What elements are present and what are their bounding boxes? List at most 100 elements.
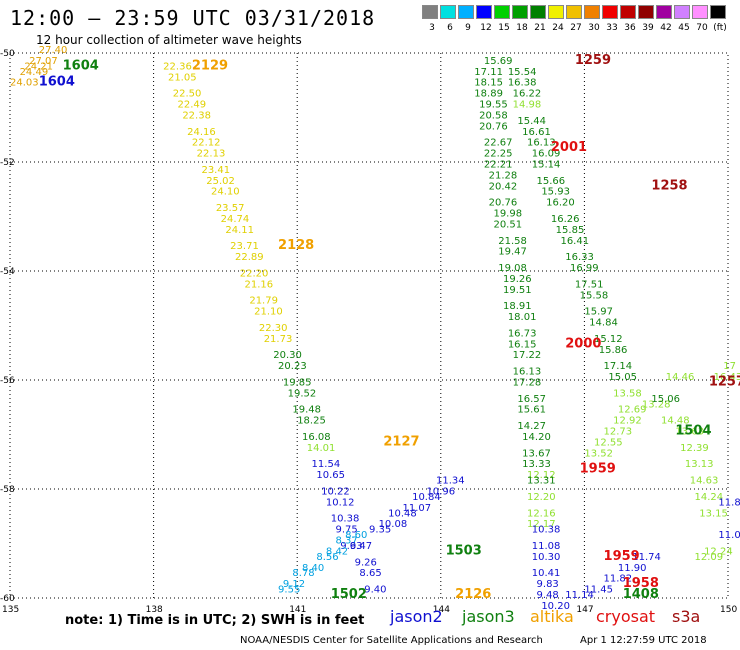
wave-height-reading: 16.33: [565, 252, 594, 263]
wave-height-reading: 21.28: [489, 170, 518, 181]
wave-height-reading: 15.58: [580, 290, 609, 301]
pass-time-label: 1958: [623, 576, 659, 591]
wave-height-reading: 12.92: [613, 416, 642, 427]
y-tick-label: -54: [0, 267, 15, 277]
x-tick-label: 138: [146, 605, 163, 615]
wave-height-reading: 19.51: [503, 285, 532, 296]
wave-height-reading: 19.85: [283, 377, 312, 388]
legend-swatch: [422, 5, 438, 19]
wave-height-reading: 18.89: [474, 89, 503, 100]
x-tick-label: 135: [2, 605, 19, 615]
wave-height-reading: 24.21: [24, 61, 53, 72]
wave-height-reading: 16.43: [714, 372, 740, 383]
legend-label: 15: [498, 23, 510, 33]
wave-height-reading: 22.13: [197, 149, 226, 160]
wave-height-reading: 20.23: [278, 361, 307, 372]
wave-height-reading: 9.63: [340, 541, 362, 552]
wave-height-reading: 14.20: [522, 432, 551, 443]
wave-height-reading: 19.52: [288, 388, 317, 399]
wave-height-reading: 12.12: [527, 470, 556, 481]
wave-height-reading: 13.15: [699, 508, 728, 519]
wave-height-reading: 22.21: [484, 159, 513, 170]
legend-label: 42: [660, 23, 672, 33]
wave-height-reading: 9.55: [278, 585, 300, 596]
wave-height-reading: 14.46: [666, 372, 695, 383]
wave-height-reading: 12.73: [604, 427, 633, 438]
wave-height-reading: 22.67: [484, 138, 513, 149]
wave-height-reading: 15.12: [594, 334, 623, 345]
wave-height-reading: 21.16: [245, 279, 274, 290]
wave-height-reading: 9.12: [283, 579, 305, 590]
wave-height-reading: 12.20: [527, 492, 556, 503]
wave-height-reading: 17.51: [575, 279, 604, 290]
wave-height-reading: 14.48: [661, 416, 690, 427]
legend-label: 30: [588, 23, 600, 33]
wave-height-reading: 27.40: [39, 45, 68, 56]
wave-height-reading: 27.07: [29, 56, 58, 67]
wave-height-reading: 8.56: [316, 552, 338, 563]
satellite-cryosat: cryosat: [596, 607, 656, 626]
wave-height-reading: 24.10: [211, 187, 240, 198]
wave-height-reading: 13.33: [522, 459, 551, 470]
pass-time-label: 2127: [383, 434, 419, 449]
satellite-altika: altika: [530, 607, 574, 626]
wave-height-reading: 15.93: [541, 187, 570, 198]
legend-label: 9: [465, 23, 471, 33]
x-tick-label: 141: [289, 605, 306, 615]
wave-height-reading: 16.13: [513, 367, 542, 378]
wave-height-reading: 22.20: [240, 268, 269, 279]
legend-swatch: [548, 5, 564, 19]
wave-height-reading: 15.97: [584, 307, 613, 318]
wave-height-reading: 9.48: [537, 590, 559, 601]
wave-height-reading: 14.27: [517, 421, 546, 432]
wave-height-reading: 13.52: [584, 448, 613, 459]
legend-swatch: [584, 5, 600, 19]
wave-height-reading: 19.48: [292, 405, 321, 416]
wave-height-reading: 20.58: [479, 110, 508, 121]
legend-swatch: [620, 5, 636, 19]
wave-height-reading: 10.20: [541, 601, 570, 612]
wave-height-reading: 12.39: [680, 443, 709, 454]
wave-height-reading: 17.11: [474, 67, 503, 78]
wave-height-reading: 22.12: [192, 138, 221, 149]
pass-time-label: 1959: [604, 549, 640, 564]
wave-height-reading: 12.09: [694, 552, 723, 563]
wave-height-reading: 22.30: [259, 323, 288, 334]
wave-height-reading: 20.51: [493, 219, 522, 230]
pass-time-label: 1959: [580, 462, 616, 477]
y-tick-label: -56: [0, 376, 15, 386]
wave-height-reading: 16.15: [508, 339, 537, 350]
wave-height-reading: 14.84: [589, 318, 618, 329]
legend-swatch: [530, 5, 546, 19]
wave-height-reading: 10.65: [316, 470, 345, 481]
wave-height-reading: 10.22: [321, 486, 350, 497]
wave-height-reading: 11.90: [618, 563, 647, 574]
pass-time-label: 1503: [446, 543, 482, 558]
legend-swatch: [476, 5, 492, 19]
satellite-jason3: jason3: [462, 607, 515, 626]
wave-height-reading: 12.55: [594, 437, 623, 448]
wave-height-reading: 11.8: [718, 497, 740, 508]
wave-height-reading: 9.75: [335, 525, 357, 536]
wave-height-reading: 16.41: [560, 236, 589, 247]
wave-height-reading: 19.26: [503, 274, 532, 285]
legend-swatch: [638, 5, 654, 19]
wave-height-reading: 24.11: [225, 225, 254, 236]
wave-height-reading: 10.96: [426, 486, 455, 497]
legend-swatch: [566, 5, 582, 19]
chart-subtitle: 12 hour collection of altimeter wave hei…: [36, 33, 302, 47]
legend-swatch: [602, 5, 618, 19]
legend-swatch: [494, 5, 510, 19]
wave-height-reading: 21.79: [249, 296, 278, 307]
wave-height-reading: 25.02: [206, 176, 235, 187]
wave-height-reading: 17: [723, 361, 736, 372]
legend-label: 27: [570, 23, 582, 33]
wave-height-reading: 22.36: [163, 61, 192, 72]
wave-height-reading: 15.69: [484, 56, 513, 67]
legend-label: 3: [429, 23, 435, 33]
legend-label: 12: [480, 23, 492, 33]
pass-time-label: 2128: [278, 238, 314, 253]
satellite-s3a: s3a: [672, 607, 701, 626]
y-tick-label: -60: [0, 594, 15, 604]
